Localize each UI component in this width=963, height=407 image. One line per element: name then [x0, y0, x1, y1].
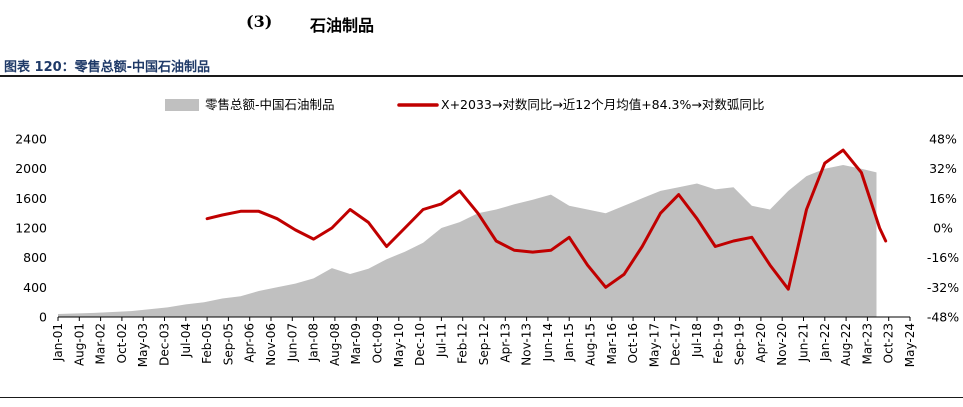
left-axis-tick-label: 1200	[15, 221, 47, 236]
x-tick-label: Mar-16	[605, 323, 619, 364]
legend-swatch-retail-sales	[165, 99, 199, 111]
section-title: 石油制品	[310, 16, 375, 35]
x-tick-label: Nov-20	[775, 323, 789, 366]
x-tick-label: Nov-13	[520, 323, 534, 366]
right-axis-tick-label: 32%	[929, 161, 957, 176]
x-tick-label: Jul-11	[434, 323, 448, 358]
x-tick-label: Apr-20	[754, 323, 768, 363]
right-axis-tick-label: -16%	[927, 250, 959, 265]
x-tick-label: May-17	[647, 323, 661, 367]
x-tick-label: Jan-22	[818, 323, 832, 362]
x-tick-label: Jun-21	[797, 323, 811, 362]
x-tick-label: Mar-02	[94, 323, 108, 364]
left-axis-tick-label: 800	[23, 250, 47, 265]
x-tick-label: Sep-05	[221, 323, 235, 365]
x-tick-label: Sep-19	[733, 323, 747, 365]
left-axis-tick-label: 2400	[15, 132, 47, 147]
right-axis-tick-label: -32%	[927, 280, 959, 295]
x-tick-label: Apr-13	[498, 323, 512, 363]
x-tick-label: Apr-06	[243, 323, 257, 363]
x-tick-label: Oct-16	[626, 323, 640, 363]
section-heading: (3) 石油制品	[0, 10, 963, 36]
x-tick-label: Dec-10	[413, 323, 427, 366]
x-tick-label: Nov-06	[264, 323, 278, 366]
x-tick-label: Aug-15	[584, 323, 598, 366]
x-tick-label: Feb-12	[456, 323, 470, 364]
legend-label-retail-sales: 零售总额-中国石油制品	[205, 97, 335, 112]
x-tick-label: Jul-18	[690, 323, 704, 358]
caption-divider	[0, 75, 963, 77]
x-tick-label: Feb-05	[200, 323, 214, 364]
x-tick-label: Jul-04	[179, 323, 193, 358]
x-tick-label: Aug-22	[839, 323, 853, 366]
footer-divider	[0, 397, 963, 398]
x-tick-label: Sep-12	[477, 323, 491, 365]
right-axis-tick-label: -48%	[927, 310, 959, 325]
x-tick-label: Feb-19	[711, 323, 725, 364]
x-tick-label: Mar-09	[349, 323, 363, 364]
x-tick-label: Mar-23	[860, 323, 874, 364]
x-tick-label: Aug-01	[72, 323, 86, 366]
x-tick-label: Jun-07	[285, 323, 299, 362]
left-axis-tick-label: 400	[23, 280, 47, 295]
left-axis-tick-label: 1600	[15, 191, 47, 206]
left-axis-tick-label: 0	[39, 310, 47, 325]
chart-legend: 零售总额-中国石油制品 X+2033→对数同比→近12个月均值+84.3%→对数…	[165, 97, 764, 112]
x-tick-label: Jan-08	[307, 323, 321, 362]
left-axis-tick-label: 2000	[15, 161, 47, 176]
x-tick-label: May-24	[903, 323, 917, 367]
x-tick-label: May-10	[392, 323, 406, 367]
x-tick-label: Oct-09	[371, 323, 385, 363]
x-tick-label: Dec-03	[158, 323, 172, 366]
x-tick-label: Dec-17	[669, 323, 683, 366]
legend-label-log-yoy: X+2033→对数同比→近12个月均值+84.3%→对数弧同比	[441, 97, 764, 112]
figure-caption: 图表 120：零售总额-中国石油制品	[4, 60, 211, 75]
x-tick-label: Aug-08	[328, 323, 342, 366]
x-tick-label: Jun-14	[541, 323, 555, 362]
x-tick-label: Oct-23	[882, 323, 896, 363]
x-tick-label: Jan-01	[51, 323, 65, 362]
x-tick-label: Jan-15	[562, 323, 576, 362]
retail-sales-chart: 零售总额-中国石油制品 X+2033→对数同比→近12个月均值+84.3%→对数…	[15, 97, 959, 368]
right-axis-tick-label: 0%	[933, 221, 953, 236]
x-tick-label: May-03	[136, 323, 150, 367]
right-axis-tick-label: 16%	[929, 191, 957, 206]
right-axis-tick-label: 48%	[929, 132, 957, 147]
line-series-layer	[205, 148, 888, 291]
section-number: (3)	[246, 12, 273, 31]
chart-axes: Jan-01 Aug-01 Mar-02 Oct-02 May-03 Dec-03 Jul-…	[15, 132, 959, 368]
x-tick-label: Oct-02	[115, 323, 129, 363]
